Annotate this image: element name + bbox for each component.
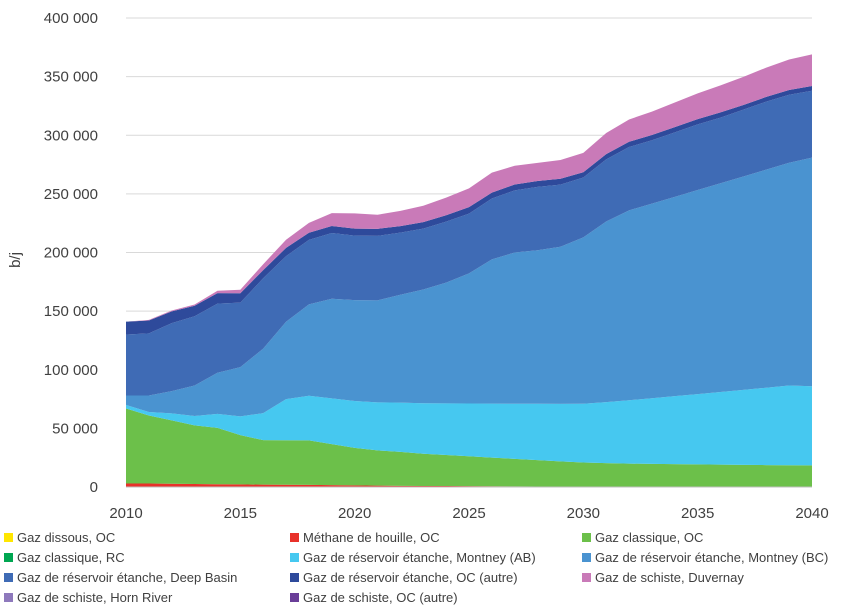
legend-label: Méthane de houille, OC	[303, 530, 440, 545]
y-tick-label: 400 000	[44, 10, 98, 27]
legend-swatch	[290, 553, 299, 562]
x-tick-labels: 2010 2015 2020 2025 2030 2035 2040	[109, 505, 828, 522]
y-tick-label: 150 000	[44, 303, 98, 320]
legend-swatch	[4, 533, 13, 542]
legend-item: Gaz dissous, OC	[4, 530, 115, 545]
legend-item: Gaz classique, RC	[4, 550, 125, 565]
x-tick-label: 2040	[795, 505, 828, 522]
y-tick-label: 100 000	[44, 362, 98, 379]
legend-label: Gaz de réservoir étanche, Montney (AB)	[303, 550, 536, 565]
stacked-area-chart: 0 50 000 100 000 150 000 200 000 250 000 300 0…	[7, 10, 829, 522]
y-tick-label: 50 000	[52, 420, 98, 437]
legend-label: Gaz de schiste, OC (autre)	[303, 590, 458, 605]
y-axis-label: b/j	[7, 252, 24, 268]
legend-item: Gaz de schiste, Duvernay	[582, 570, 744, 585]
y-tick-labels: 0 50 000 100 000 150 000 200 000 250 000 300 0…	[44, 10, 98, 496]
legend-label: Gaz de schiste, Duvernay	[595, 570, 744, 585]
legend-label: Gaz de réservoir étanche, OC (autre)	[303, 570, 518, 585]
y-tick-label: 350 000	[44, 69, 98, 86]
legend-label: Gaz classique, RC	[17, 550, 125, 565]
legend-label: Gaz de réservoir étanche, Montney (BC)	[595, 550, 829, 565]
area-series-4	[126, 385, 812, 466]
area-series-8	[126, 54, 812, 322]
legend-item: Gaz de réservoir étanche, Montney (BC)	[582, 550, 828, 565]
legend-swatch	[582, 533, 591, 542]
legend-item: Gaz de réservoir étanche, OC (autre)	[290, 570, 518, 585]
legend-swatch	[290, 593, 299, 602]
area-series-6	[126, 90, 812, 396]
x-tick-label: 2015	[224, 505, 257, 522]
legend-item: Méthane de houille, OC	[290, 530, 440, 545]
legend-item: Gaz classique, OC	[582, 530, 703, 545]
legend-item: Gaz de réservoir étanche, Montney (AB)	[290, 550, 536, 565]
y-tick-label: 250 000	[44, 186, 98, 203]
area-series-group	[126, 54, 812, 487]
y-tick-label: 200 000	[44, 245, 98, 262]
legend-label: Gaz dissous, OC	[17, 530, 116, 545]
y-tick-label: 0	[90, 479, 98, 496]
x-tick-label: 2030	[567, 505, 600, 522]
area-series-2	[126, 408, 812, 487]
legend-swatch	[290, 573, 299, 582]
legend-swatch	[290, 533, 299, 542]
y-tick-label: 300 000	[44, 127, 98, 144]
legend-label: Gaz classique, OC	[595, 530, 704, 545]
area-series-1	[126, 483, 812, 487]
legend-swatch	[582, 573, 591, 582]
legend-swatch	[4, 593, 13, 602]
legend-swatch	[4, 573, 13, 582]
x-tick-label: 2035	[681, 505, 714, 522]
legend-item: Gaz de schiste, Horn River	[4, 590, 172, 605]
area-series-7	[126, 86, 812, 335]
legend-label: Gaz de schiste, Horn River	[17, 590, 173, 605]
area-series-5	[126, 157, 812, 417]
legend-swatch	[4, 553, 13, 562]
legend-label: Gaz de réservoir étanche, Deep Basin	[17, 570, 238, 585]
x-tick-label: 2025	[452, 505, 485, 522]
x-tick-label: 2020	[338, 505, 371, 522]
legend-swatch	[582, 553, 591, 562]
legend-item: Gaz de schiste, OC (autre)	[290, 590, 458, 605]
x-tick-label: 2010	[109, 505, 142, 522]
legend-item: Gaz de réservoir étanche, Deep Basin	[4, 570, 237, 585]
